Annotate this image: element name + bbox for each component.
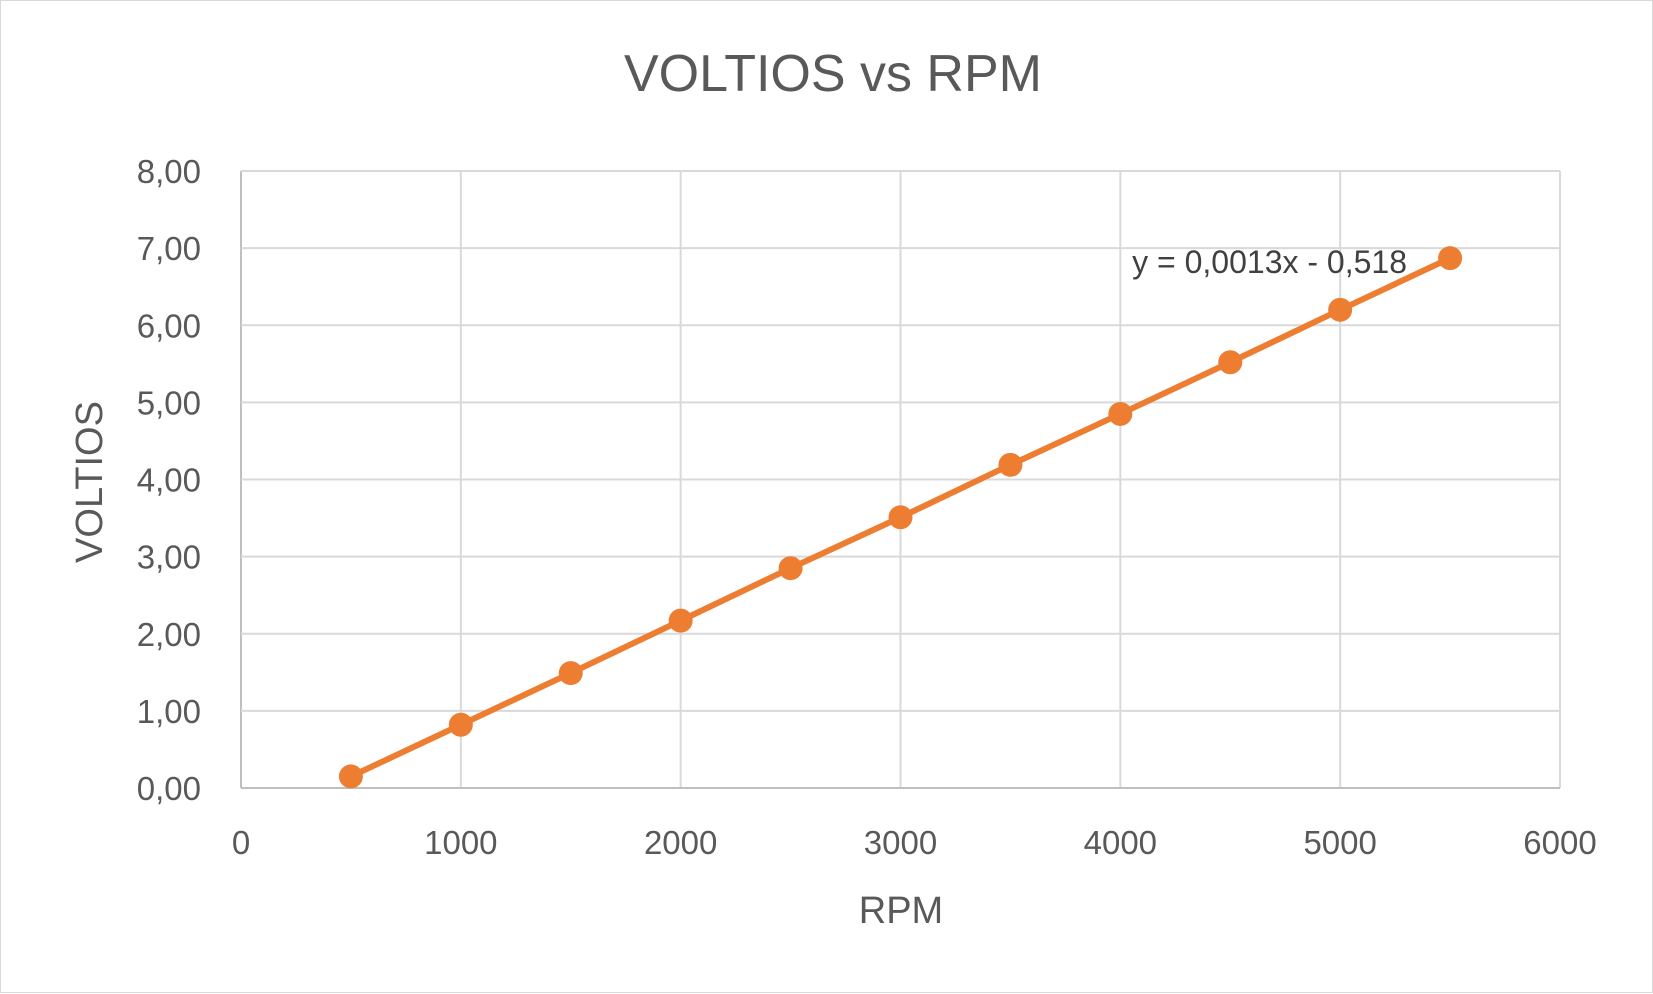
data-point xyxy=(338,764,363,789)
y-axis-title: VOLTIOS xyxy=(69,401,111,563)
data-point xyxy=(1328,297,1353,322)
x-tick-label: 6000 xyxy=(1523,824,1596,861)
y-tick-label: 5,00 xyxy=(137,384,201,421)
gridlines xyxy=(240,170,1561,789)
x-tick-label: 1000 xyxy=(424,824,497,861)
data-point xyxy=(558,661,583,686)
x-tick-label: 2000 xyxy=(644,824,717,861)
data-point xyxy=(778,556,803,581)
x-tick-label: 5000 xyxy=(1303,824,1376,861)
data-point xyxy=(668,608,693,633)
y-tick-label: 1,00 xyxy=(137,693,201,730)
tick-labels: 0 1000 2000 3000 4000 5000 6000 0,00 1,00 2,00 3,0… xyxy=(137,153,1597,861)
y-tick-label: 6,00 xyxy=(137,307,201,344)
x-axis-title: RPM xyxy=(859,890,943,932)
data-point xyxy=(998,452,1023,477)
series-voltios xyxy=(338,246,1463,789)
x-tick-label: 0 xyxy=(232,824,250,861)
trendline-equation-label: y = 0,0013x - 0,518 xyxy=(1132,244,1407,280)
y-tick-label: 8,00 xyxy=(137,153,201,190)
y-tick-label: 7,00 xyxy=(137,230,201,267)
data-point xyxy=(1218,350,1243,375)
x-tick-label: 4000 xyxy=(1084,824,1157,861)
chart-title: VOLTIOS vs RPM xyxy=(624,45,1042,103)
y-tick-label: 2,00 xyxy=(137,616,201,653)
y-tick-label: 0,00 xyxy=(137,770,201,807)
data-point xyxy=(1108,401,1133,426)
data-point xyxy=(1438,246,1463,271)
x-tick-label: 3000 xyxy=(864,824,937,861)
data-point xyxy=(448,712,473,737)
y-tick-label: 3,00 xyxy=(137,539,201,576)
data-point xyxy=(888,505,913,530)
y-tick-label: 4,00 xyxy=(137,462,201,499)
